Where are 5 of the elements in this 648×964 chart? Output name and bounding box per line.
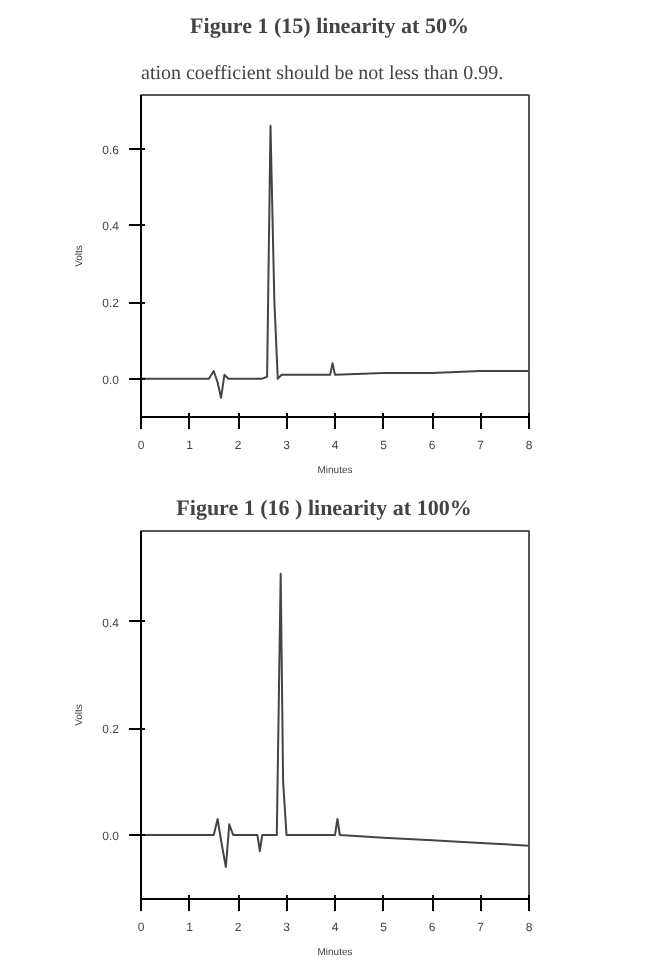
line-series: [141, 124, 529, 399]
chart-title: Figure 1 (15) linearity at 50%: [190, 15, 469, 39]
text: ation coefficient should be not less than 0.99.: [141, 63, 504, 85]
line-series: [141, 572, 529, 868]
chart-title: Figure 1 (16 ) linearity at 100%: [176, 497, 472, 521]
